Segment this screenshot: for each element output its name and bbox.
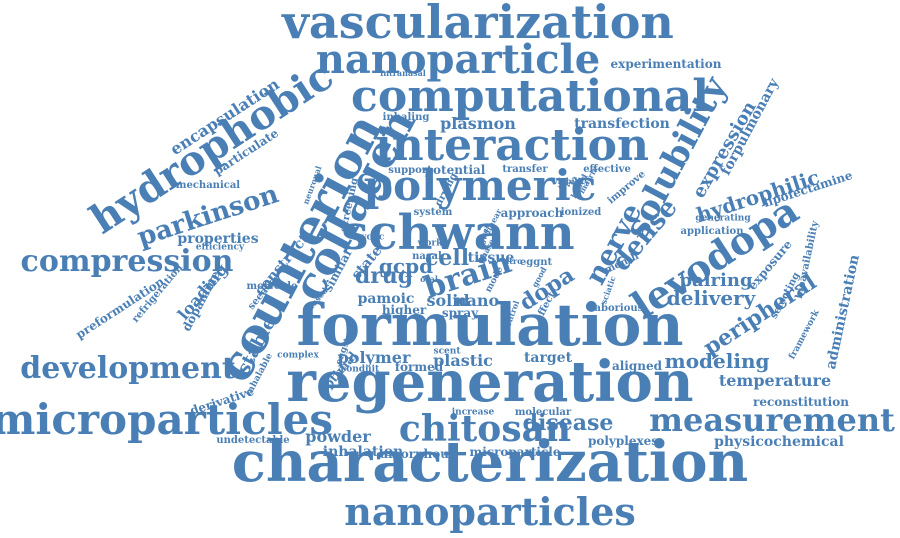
- word-cloud-term: cell: [424, 245, 470, 271]
- word-cloud-term: intranasal: [380, 68, 426, 78]
- word-cloud-term: potential: [424, 163, 486, 177]
- word-cloud-term: complex: [277, 350, 319, 361]
- word-cloud-term: cyclic: [355, 232, 385, 243]
- word-cloud-term: solid: [426, 291, 470, 310]
- word-cloud-term: measurement: [649, 401, 895, 439]
- word-cloud-term: mechanical: [175, 180, 241, 191]
- word-cloud-term: approach: [500, 206, 564, 220]
- word-cloud-term: vitro: [501, 256, 523, 266]
- word-cloud-term: delivery: [666, 286, 756, 310]
- word-cloud-term: nasal: [412, 251, 442, 262]
- word-cloud-term: compression: [20, 244, 234, 279]
- word-cloud-term: support: [388, 165, 432, 176]
- word-cloud-term: microparticle: [469, 445, 561, 459]
- word-cloud-term: chitosan: [398, 408, 572, 450]
- word-cloud-term: undetectable: [216, 435, 290, 446]
- word-cloud-term: temperature: [718, 371, 832, 390]
- word-cloud-term: target: [523, 350, 573, 366]
- word-cloud-term: computational: [351, 71, 709, 122]
- word-cloud-term: interaction: [375, 120, 649, 171]
- word-cloud-term: inhaling: [382, 112, 430, 123]
- word-cloud-term: increase: [451, 407, 495, 418]
- word-cloud-term: transfer: [502, 164, 548, 175]
- word-cloud-term: nano: [454, 291, 500, 310]
- word-cloud-term: transfection: [574, 116, 670, 132]
- word-cloud-term: physicochemical: [714, 434, 844, 450]
- word-cloud-term: molecule: [246, 281, 298, 292]
- word-cloud-term: generating: [695, 213, 751, 224]
- word-cloud-term: work: [417, 238, 443, 249]
- word-cloud-term: microparticles: [0, 395, 334, 444]
- word-cloud-term: application: [680, 226, 744, 237]
- word-cloud-term: oral: [420, 274, 438, 284]
- word-cloud-term: spray: [441, 306, 479, 320]
- word-cloud-term: plastic: [433, 351, 493, 370]
- word-cloud-term: plasmon: [440, 114, 516, 133]
- word-cloud-term: powder: [305, 427, 371, 446]
- word-cloud-term: characterization: [231, 429, 749, 495]
- word-cloud-term: modeling: [664, 349, 770, 373]
- word-cloud-term: laborious: [590, 303, 644, 314]
- word-cloud-term: reconstitution: [753, 395, 849, 409]
- word-cloud-term: effective: [583, 164, 631, 175]
- word-cloud-term: polymer: [337, 348, 411, 367]
- word-cloud-term: inhalation: [322, 444, 404, 460]
- word-cloud-term: eggnt: [519, 257, 553, 268]
- word-cloud-term: ionized: [560, 207, 602, 218]
- word-cloud-term: drug: [354, 263, 414, 289]
- word-cloud-term: development: [20, 351, 236, 386]
- word-cloud-term: pairing: [679, 270, 753, 291]
- word-cloud-term: disease: [522, 410, 614, 436]
- word-cloud-term: formed: [394, 360, 444, 374]
- word-cloud-term: efficiency: [195, 242, 245, 253]
- word-cloud-term: higher: [381, 303, 427, 317]
- word-cloud-term: experimentation: [610, 57, 722, 71]
- word-cloud-term: amorphous: [380, 447, 456, 461]
- word-cloud-term: pamoic: [357, 291, 415, 307]
- word-cloud-term: polyplexes: [587, 434, 659, 448]
- word-cloud-term: polymeric: [363, 161, 597, 210]
- word-cloud-term: formulation: [296, 291, 684, 359]
- word-cloud-term: conduit: [340, 364, 380, 375]
- word-cloud-term: nanoparticle: [315, 36, 601, 83]
- word-cloud-term: regeneration: [286, 349, 694, 415]
- word-cloud-term: gcpd: [378, 254, 434, 278]
- word-cloud-term: tissue: [467, 250, 515, 266]
- word-cloud-term: schwann: [341, 205, 575, 261]
- word-cloud-term: system: [413, 207, 453, 218]
- word-cloud-term: molecular: [514, 407, 572, 418]
- word-cloud-term: aligned: [611, 359, 663, 373]
- word-cloud-term: viability: [553, 176, 589, 186]
- word-cloud-term: scent: [433, 346, 461, 357]
- word-cloud-term: vascularization: [282, 0, 674, 49]
- word-cloud-term: properties: [177, 231, 259, 247]
- word-cloud-term: administration: [823, 253, 863, 371]
- word-cloud-term: framework: [787, 308, 822, 362]
- word-cloud-term: nanoparticles: [344, 489, 636, 534]
